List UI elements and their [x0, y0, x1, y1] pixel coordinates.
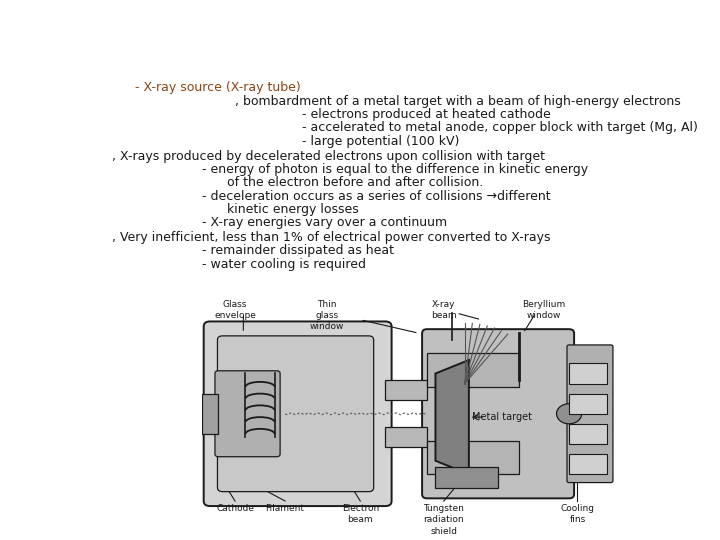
Text: Beryllium
window: Beryllium window [523, 300, 566, 320]
Bar [569, 394, 607, 414]
FancyBboxPatch shape [204, 321, 392, 506]
Text: , X-rays produced by decelerated electrons upon collision with target: , X-rays produced by decelerated electro… [112, 150, 545, 163]
Text: Glass
envelope: Glass envelope [214, 300, 256, 320]
FancyBboxPatch shape [215, 371, 280, 457]
Bar [569, 454, 607, 474]
Polygon shape [436, 360, 469, 474]
Text: , bombardment of a metal target with a beam of high-energy electrons: , bombardment of a metal target with a b… [235, 94, 681, 108]
Text: - water cooling is required: - water cooling is required [202, 258, 366, 271]
Text: - accelerated to metal anode, copper block with target (Mg, Al): - accelerated to metal anode, copper blo… [302, 122, 698, 134]
Text: - large potential (100 kV): - large potential (100 kV) [302, 134, 459, 147]
Text: - X-ray source (X-ray tube): - X-ray source (X-ray tube) [135, 82, 300, 94]
FancyBboxPatch shape [422, 329, 574, 498]
Text: Thin
glass
window: Thin glass window [310, 300, 344, 331]
Bar [202, 394, 218, 434]
Bar [569, 424, 607, 444]
Text: Electron
beam: Electron beam [342, 504, 379, 524]
Text: of the electron before and after collision.: of the electron before and after collisi… [227, 176, 483, 189]
Bar [427, 441, 519, 474]
Text: X-ray
beam: X-ray beam [431, 300, 456, 320]
Text: - energy of photon is equal to the difference in kinetic energy: - energy of photon is equal to the diffe… [202, 163, 588, 176]
FancyBboxPatch shape [567, 345, 613, 483]
Text: Filament: Filament [266, 504, 305, 514]
Text: - remainder dissipated as heat: - remainder dissipated as heat [202, 245, 394, 258]
Bar [385, 380, 427, 400]
Circle shape [557, 404, 582, 424]
Text: - electrons produced at heated cathode: - electrons produced at heated cathode [302, 108, 551, 121]
Bar [436, 468, 498, 488]
Text: Tungsten
radiation
shield: Tungsten radiation shield [423, 504, 464, 536]
Text: - X-ray energies vary over a continuum: - X-ray energies vary over a continuum [202, 216, 446, 229]
Text: Metal target: Metal target [472, 412, 532, 422]
Text: kinetic energy losses: kinetic energy losses [227, 203, 359, 216]
Text: , Very inefficient, less than 1% of electrical power converted to X-rays: , Very inefficient, less than 1% of elec… [112, 231, 551, 244]
Text: - deceleration occurs as a series of collisions →different: - deceleration occurs as a series of col… [202, 190, 550, 202]
Bar [385, 427, 427, 447]
Bar [427, 353, 519, 387]
Text: Cathode: Cathode [216, 504, 254, 514]
Bar [569, 363, 607, 383]
FancyBboxPatch shape [217, 336, 374, 491]
Text: Cooling
fins: Cooling fins [560, 504, 595, 524]
